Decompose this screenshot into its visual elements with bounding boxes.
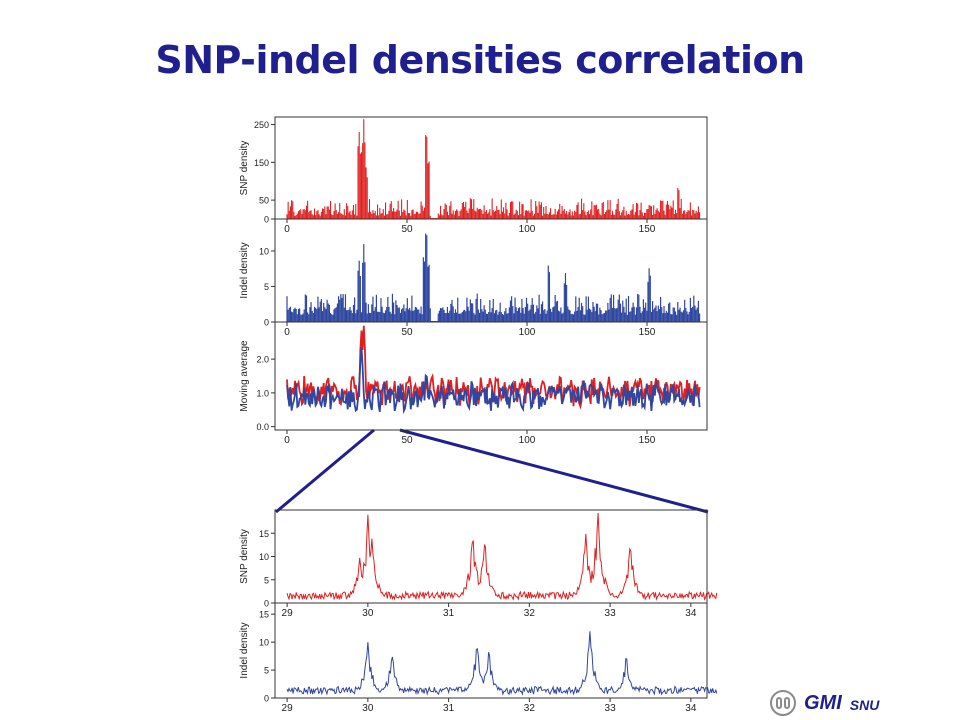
- y-tick-label: 250: [254, 120, 269, 130]
- x-tick-label: 32: [524, 608, 536, 619]
- plot-frame: [274, 321, 708, 431]
- chromosome-logo-icon: [770, 690, 796, 716]
- y-axis-label: Indel density: [239, 622, 250, 678]
- x-tick-label: 31: [443, 703, 455, 714]
- y-axis-label: SNP density: [239, 529, 250, 584]
- x-tick-label: 30: [362, 608, 374, 619]
- chart-panel-top-moving-average: 0.0 1.0 2.0 Moving average 0 50 100 150: [239, 321, 708, 446]
- y-axis-label: Moving average: [239, 340, 250, 412]
- x-tick-label: 150: [639, 435, 656, 446]
- y-axis-label: Indel density: [239, 242, 250, 298]
- y-tick-label: 15: [259, 610, 269, 620]
- logo-gmi-text: GMI: [804, 691, 842, 714]
- y-tick-label: 10: [259, 552, 269, 562]
- x-tick-label: 150: [639, 327, 656, 338]
- page-title: SNP-indel densities correlation: [155, 38, 805, 82]
- plot-frame: [274, 509, 708, 604]
- x-tick-label: 50: [401, 224, 413, 235]
- y-tick-label: 0: [264, 599, 269, 609]
- y-tick-label: 0: [264, 694, 269, 704]
- y-tick-label: 0: [264, 318, 269, 328]
- y-tick-label: 5: [264, 282, 269, 292]
- y-tick-label: 0: [264, 215, 269, 225]
- x-tick-label: 29: [282, 608, 294, 619]
- x-tick-label: 50: [401, 435, 413, 446]
- series-line-1: [286, 347, 701, 415]
- x-tick-label: 33: [605, 703, 617, 714]
- y-axis-label: SNP density: [239, 141, 250, 196]
- y-tick-label: 15: [259, 529, 269, 539]
- zoom-connector-left: [275, 428, 375, 514]
- x-tick-label: 0: [284, 224, 290, 235]
- chart-panel-zoom-snp: 0 5 10 15 SNP density 29 30 31 32 33 34: [239, 509, 718, 619]
- series-line-0: [286, 631, 718, 696]
- y-tick-label: 2.0: [256, 355, 269, 365]
- chart-panel-top-snp: 0 50 150 250 SNP density 0 50 100 150: [239, 116, 708, 235]
- chart-panel-top-indel: 0 5 10 Indel density 0 50 100 150: [239, 218, 708, 338]
- y-tick-label: 5: [264, 666, 269, 676]
- y-tick-label: 150: [254, 158, 269, 168]
- x-tick-label: 150: [639, 224, 656, 235]
- x-tick-label: 0: [284, 435, 290, 446]
- y-tick-label: 10: [259, 246, 269, 256]
- zoom-connector-right: [399, 428, 709, 514]
- x-tick-label: 34: [685, 703, 697, 714]
- y-tick-label: 50: [259, 196, 269, 206]
- x-tick-label: 31: [443, 608, 455, 619]
- x-tick-label: 0: [284, 327, 290, 338]
- x-tick-label: 29: [282, 703, 294, 714]
- x-tick-label: 33: [605, 608, 617, 619]
- x-tick-label: 100: [519, 435, 536, 446]
- y-tick-label: 10: [259, 638, 269, 648]
- x-tick-label: 34: [685, 608, 697, 619]
- y-tick-label: 5: [264, 575, 269, 585]
- gmi-snu-logo: GMI SNU: [770, 686, 879, 720]
- x-tick-label: 100: [519, 224, 536, 235]
- logo-snu-text: SNU: [849, 697, 880, 713]
- plot-frame: [274, 602, 708, 699]
- x-tick-label: 50: [401, 327, 413, 338]
- series-line-0: [286, 512, 718, 601]
- x-tick-label: 30: [362, 703, 374, 714]
- x-tick-label: 32: [524, 703, 536, 714]
- y-tick-label: 0.0: [256, 422, 269, 432]
- x-tick-label: 100: [519, 327, 536, 338]
- y-tick-label: 1.0: [256, 388, 269, 398]
- chart-panel-zoom-indel: 0 5 10 15 Indel density 29 30 31 32 33 34: [239, 602, 718, 714]
